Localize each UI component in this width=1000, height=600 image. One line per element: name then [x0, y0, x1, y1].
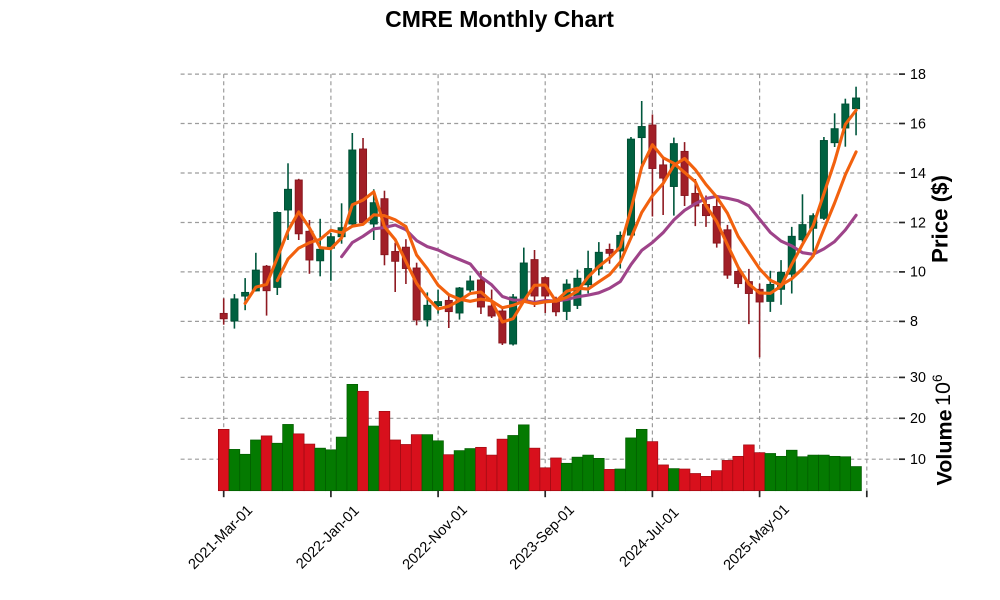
svg-text:10: 10 [910, 452, 926, 468]
svg-text:12: 12 [910, 215, 926, 231]
svg-text:Price ($): Price ($) [928, 175, 953, 263]
svg-text:10: 10 [910, 265, 926, 281]
svg-text:14: 14 [910, 166, 926, 182]
svg-text:CMRE Monthly Chart: CMRE Monthly Chart [385, 6, 614, 32]
svg-text:30: 30 [910, 370, 926, 386]
svg-text:18: 18 [910, 67, 926, 83]
svg-text:8: 8 [910, 314, 918, 330]
svg-text:20: 20 [910, 411, 926, 427]
svg-text:16: 16 [910, 116, 926, 132]
svg-text:Volume: Volume [933, 409, 957, 485]
